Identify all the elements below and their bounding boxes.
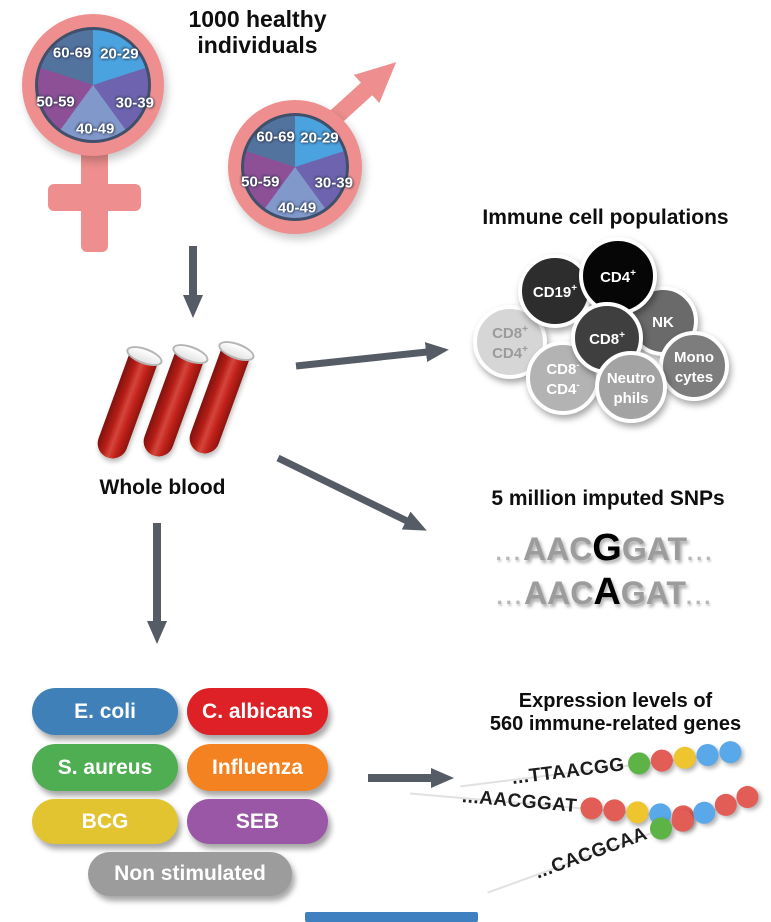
male-age-pie-chart: 20-29 30-39 40-49 50-59 60-69 — [241, 113, 353, 221]
expression-title-line2: 560 immune-related genes — [489, 713, 742, 735]
bottom-blue-bar — [305, 912, 478, 922]
snp-sequence-row: ...AACGGAT... — [495, 527, 715, 569]
immune-cells-title: Immune cell populations — [482, 206, 729, 229]
age-label: 30-39 — [314, 174, 353, 192]
figure-title: 1000 healthy individuals — [150, 6, 365, 58]
age-label: 30-39 — [115, 94, 154, 112]
gene-sequence-text: ...AACGGAT — [461, 786, 579, 818]
snp-variant-letter: A — [593, 571, 621, 613]
age-label: 20-29 — [100, 45, 139, 63]
female-symbol-crossbar — [48, 184, 141, 211]
expression-dot — [733, 782, 762, 812]
cell-circle-monocytes: Mono cytes — [659, 331, 729, 401]
age-label: 50-59 — [241, 173, 280, 191]
gene-sequence-text: ...TTAACGG — [510, 754, 626, 789]
stimulus-pill-seb: SEB — [187, 799, 328, 844]
arrow-blood-to-cells — [295, 342, 449, 370]
snps-title: 5 million imputed SNPs — [491, 487, 725, 510]
gene-sequence-text: ...CACGCAA — [532, 823, 651, 884]
stimulus-pill-calbicans: C. albicans — [187, 688, 328, 735]
age-label: 40-49 — [76, 120, 115, 138]
expression-dot — [649, 748, 675, 773]
gene-sequence-row: ...TTAACGG — [510, 737, 743, 793]
expression-title: Expression levels of 560 immune-related … — [460, 690, 771, 736]
figure-title-line1: 1000 healthy — [188, 6, 327, 32]
snp-variant-letter: G — [592, 527, 622, 569]
age-label: 60-69 — [52, 44, 92, 62]
arrow-blood-to-snps — [276, 454, 427, 531]
female-symbol: 20-29 30-39 40-49 50-59 60-69 — [20, 12, 170, 252]
blood-tubes-group — [93, 337, 260, 472]
snp-sequence-row: ...AACAGAT... — [496, 571, 714, 613]
stimulus-pill-ecoli: E. coli — [32, 688, 178, 735]
age-label: 40-49 — [277, 199, 317, 217]
age-label: 60-69 — [256, 128, 295, 146]
expression-dot — [602, 798, 627, 823]
expression-dot — [672, 745, 698, 771]
age-label: 50-59 — [36, 93, 75, 110]
expression-dot — [718, 739, 743, 765]
expression-dot — [627, 751, 652, 776]
stimulus-pill-saureus: S. aureus — [32, 744, 178, 791]
male-symbol: 20-29 30-39 40-49 50-59 60-69 — [215, 48, 430, 248]
expression-dot — [580, 796, 604, 821]
age-label: 20-29 — [300, 129, 339, 147]
figure-title-line2: individuals — [197, 32, 318, 58]
expression-dot — [695, 742, 721, 768]
whole-blood-label: Whole blood — [99, 476, 226, 499]
female-age-pie-chart: 20-29 30-39 40-49 50-59 60-69 — [35, 27, 154, 143]
expression-title-line1: Expression levels of — [518, 690, 713, 712]
stimulus-pill-nonstimulated: Non stimulated — [88, 852, 292, 896]
cell-circle-neutrophils: Neutro phils — [595, 351, 667, 423]
stimulus-pill-influenza: Influenza — [187, 744, 328, 791]
stimulus-pill-bcg: BCG — [32, 799, 178, 844]
